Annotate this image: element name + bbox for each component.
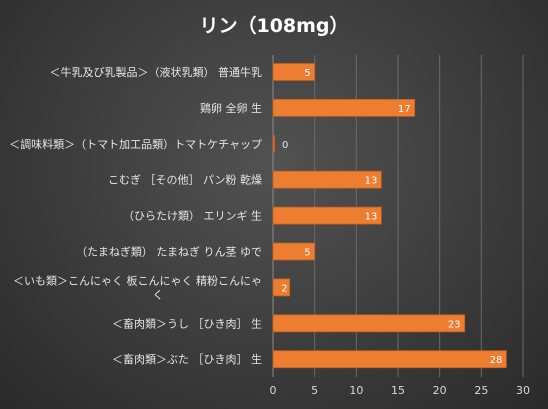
data-label: 0	[282, 140, 288, 151]
category-label: （たまねぎ類） たまねぎ りん茎 ゆで	[76, 245, 262, 259]
category-label: （ひらたけ類） エリンギ 生	[123, 209, 262, 223]
data-label: 28	[490, 355, 503, 366]
data-label: 13	[365, 212, 378, 223]
data-label: 2	[281, 283, 287, 294]
x-tick-label: 0	[270, 384, 277, 397]
x-tick-label: 5	[311, 384, 318, 397]
bar	[272, 350, 507, 369]
category-label: 鶏卵 全卵 生	[200, 101, 262, 115]
category-label: ＜いも類＞こんにゃく 板こんにゃく 精粉こんにゃ	[13, 273, 262, 287]
x-tick-label: 20	[433, 384, 447, 397]
bar	[272, 206, 382, 225]
data-label: 5	[304, 68, 310, 79]
category-label: ＜調味料類＞（トマト加工品類）トマトケチャップ	[9, 137, 262, 151]
bar	[272, 314, 466, 333]
data-label: 17	[398, 104, 411, 115]
data-label: 13	[365, 176, 378, 187]
category-label: く	[153, 288, 164, 301]
data-label: 5	[304, 248, 310, 259]
x-tick-label: 30	[516, 384, 530, 397]
x-tick-label: 10	[349, 384, 363, 397]
bar	[272, 170, 382, 189]
x-tick-label: 15	[391, 384, 405, 397]
bar	[272, 63, 316, 81]
bar	[272, 278, 291, 297]
bar	[272, 134, 275, 153]
bar	[272, 99, 416, 117]
x-tick-label: 25	[474, 384, 488, 397]
bar	[272, 242, 316, 261]
category-label: ＜牛乳及び乳製品＞（液状乳類） 普通牛乳	[50, 65, 263, 79]
chart-title: リン（108mg）	[199, 14, 348, 37]
category-label: ＜畜肉類＞ぶた ［ひき肉］ 生	[112, 352, 262, 366]
data-label: 23	[448, 319, 461, 330]
category-label: こむぎ ［その他］ パン粉 乾燥	[108, 173, 262, 187]
category-label: ＜畜肉類＞うし ［ひき肉］ 生	[112, 316, 262, 330]
